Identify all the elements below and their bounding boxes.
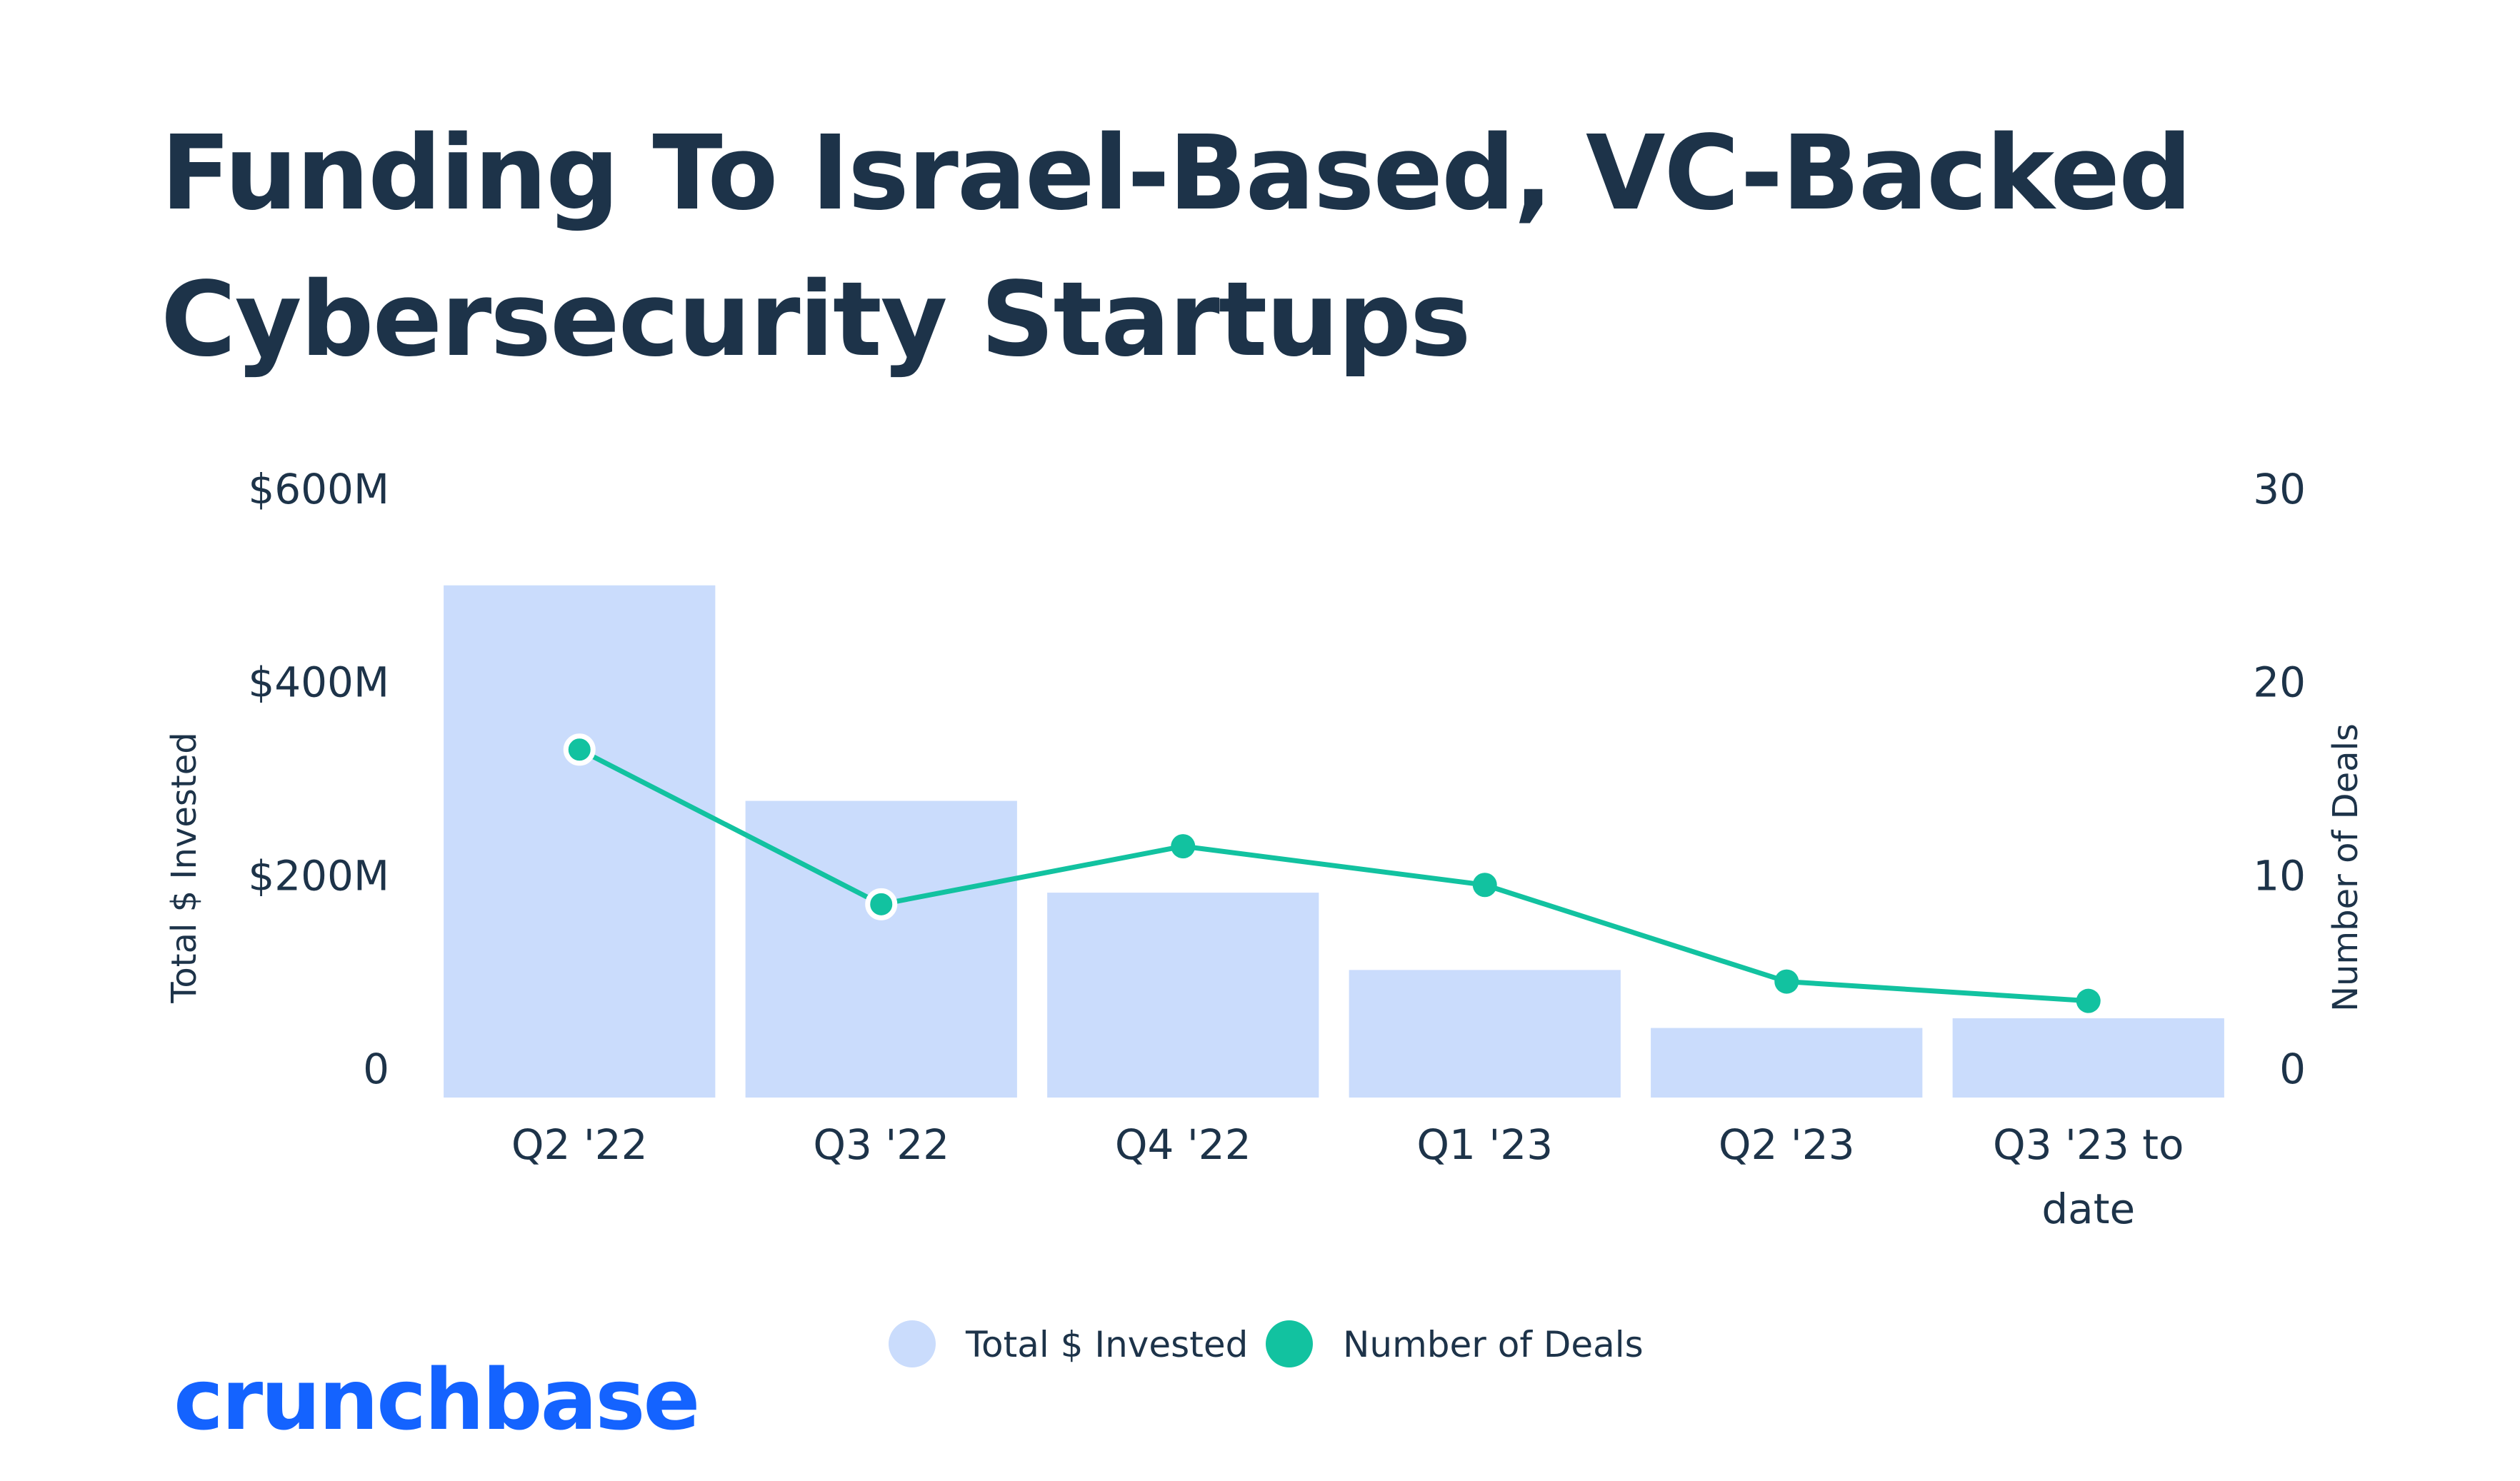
deals-point [1171,834,1196,859]
legend-label-line: Number of Deals [1343,1324,1644,1365]
deals-point [1774,969,1799,994]
deals-point [563,733,596,766]
legend: Total $ Invested Number of Deals [889,1320,1644,1367]
right-tick-label: 10 [2253,851,2306,900]
category-label: Q2 '23 [1719,1120,1855,1169]
legend-swatch-bar [889,1320,936,1367]
left-tick-label: $400M [248,658,389,707]
right-tick-label: 0 [2279,1045,2306,1093]
left-tick-label: $200M [248,851,389,900]
deals-line [576,747,2091,1004]
right-tick-label: 30 [2253,465,2306,513]
right-axis-ticks: 0 10 20 30 [2253,465,2306,1093]
bars-layer [444,585,2224,1098]
points-layer [563,733,2101,1013]
deals-point [865,888,898,920]
bar [444,585,716,1098]
left-axis-label: Total $ Invested [164,732,204,1004]
left-tick-label: $600M [248,465,389,513]
right-axis-label: Number of Deals [2326,723,2366,1012]
left-axis-ticks: 0 $200M $400M $600M [248,465,389,1093]
crunchbase-logo: crunchbase [174,1350,700,1449]
line-layer [576,747,2091,1004]
category-label: Q2 '22 [511,1120,648,1169]
right-tick-label: 20 [2253,658,2306,707]
bar [1952,1018,2224,1098]
category-label: Q3 '22 [813,1120,949,1169]
bar [1047,893,1319,1098]
category-label: Q3 '23 to date [1993,1120,2184,1233]
deals-point [1472,873,1497,898]
deals-point [2076,988,2101,1013]
chart-title: Funding To Israel-Based, VC-Backed Cyber… [161,113,2192,379]
bar [1349,970,1621,1098]
legend-swatch-line [1266,1320,1313,1367]
bar [1651,1028,1923,1098]
category-label: Q4 '22 [1115,1120,1251,1169]
category-labels: Q2 '22 Q3 '22 Q4 '22 Q1 '23 Q2 '23 Q3 '23 to d… [511,1120,2184,1233]
left-tick-label: 0 [363,1045,389,1093]
category-label: Q1 '23 [1416,1120,1553,1169]
legend-label-bar: Total $ Invested [965,1324,1248,1365]
bar [745,800,1017,1098]
